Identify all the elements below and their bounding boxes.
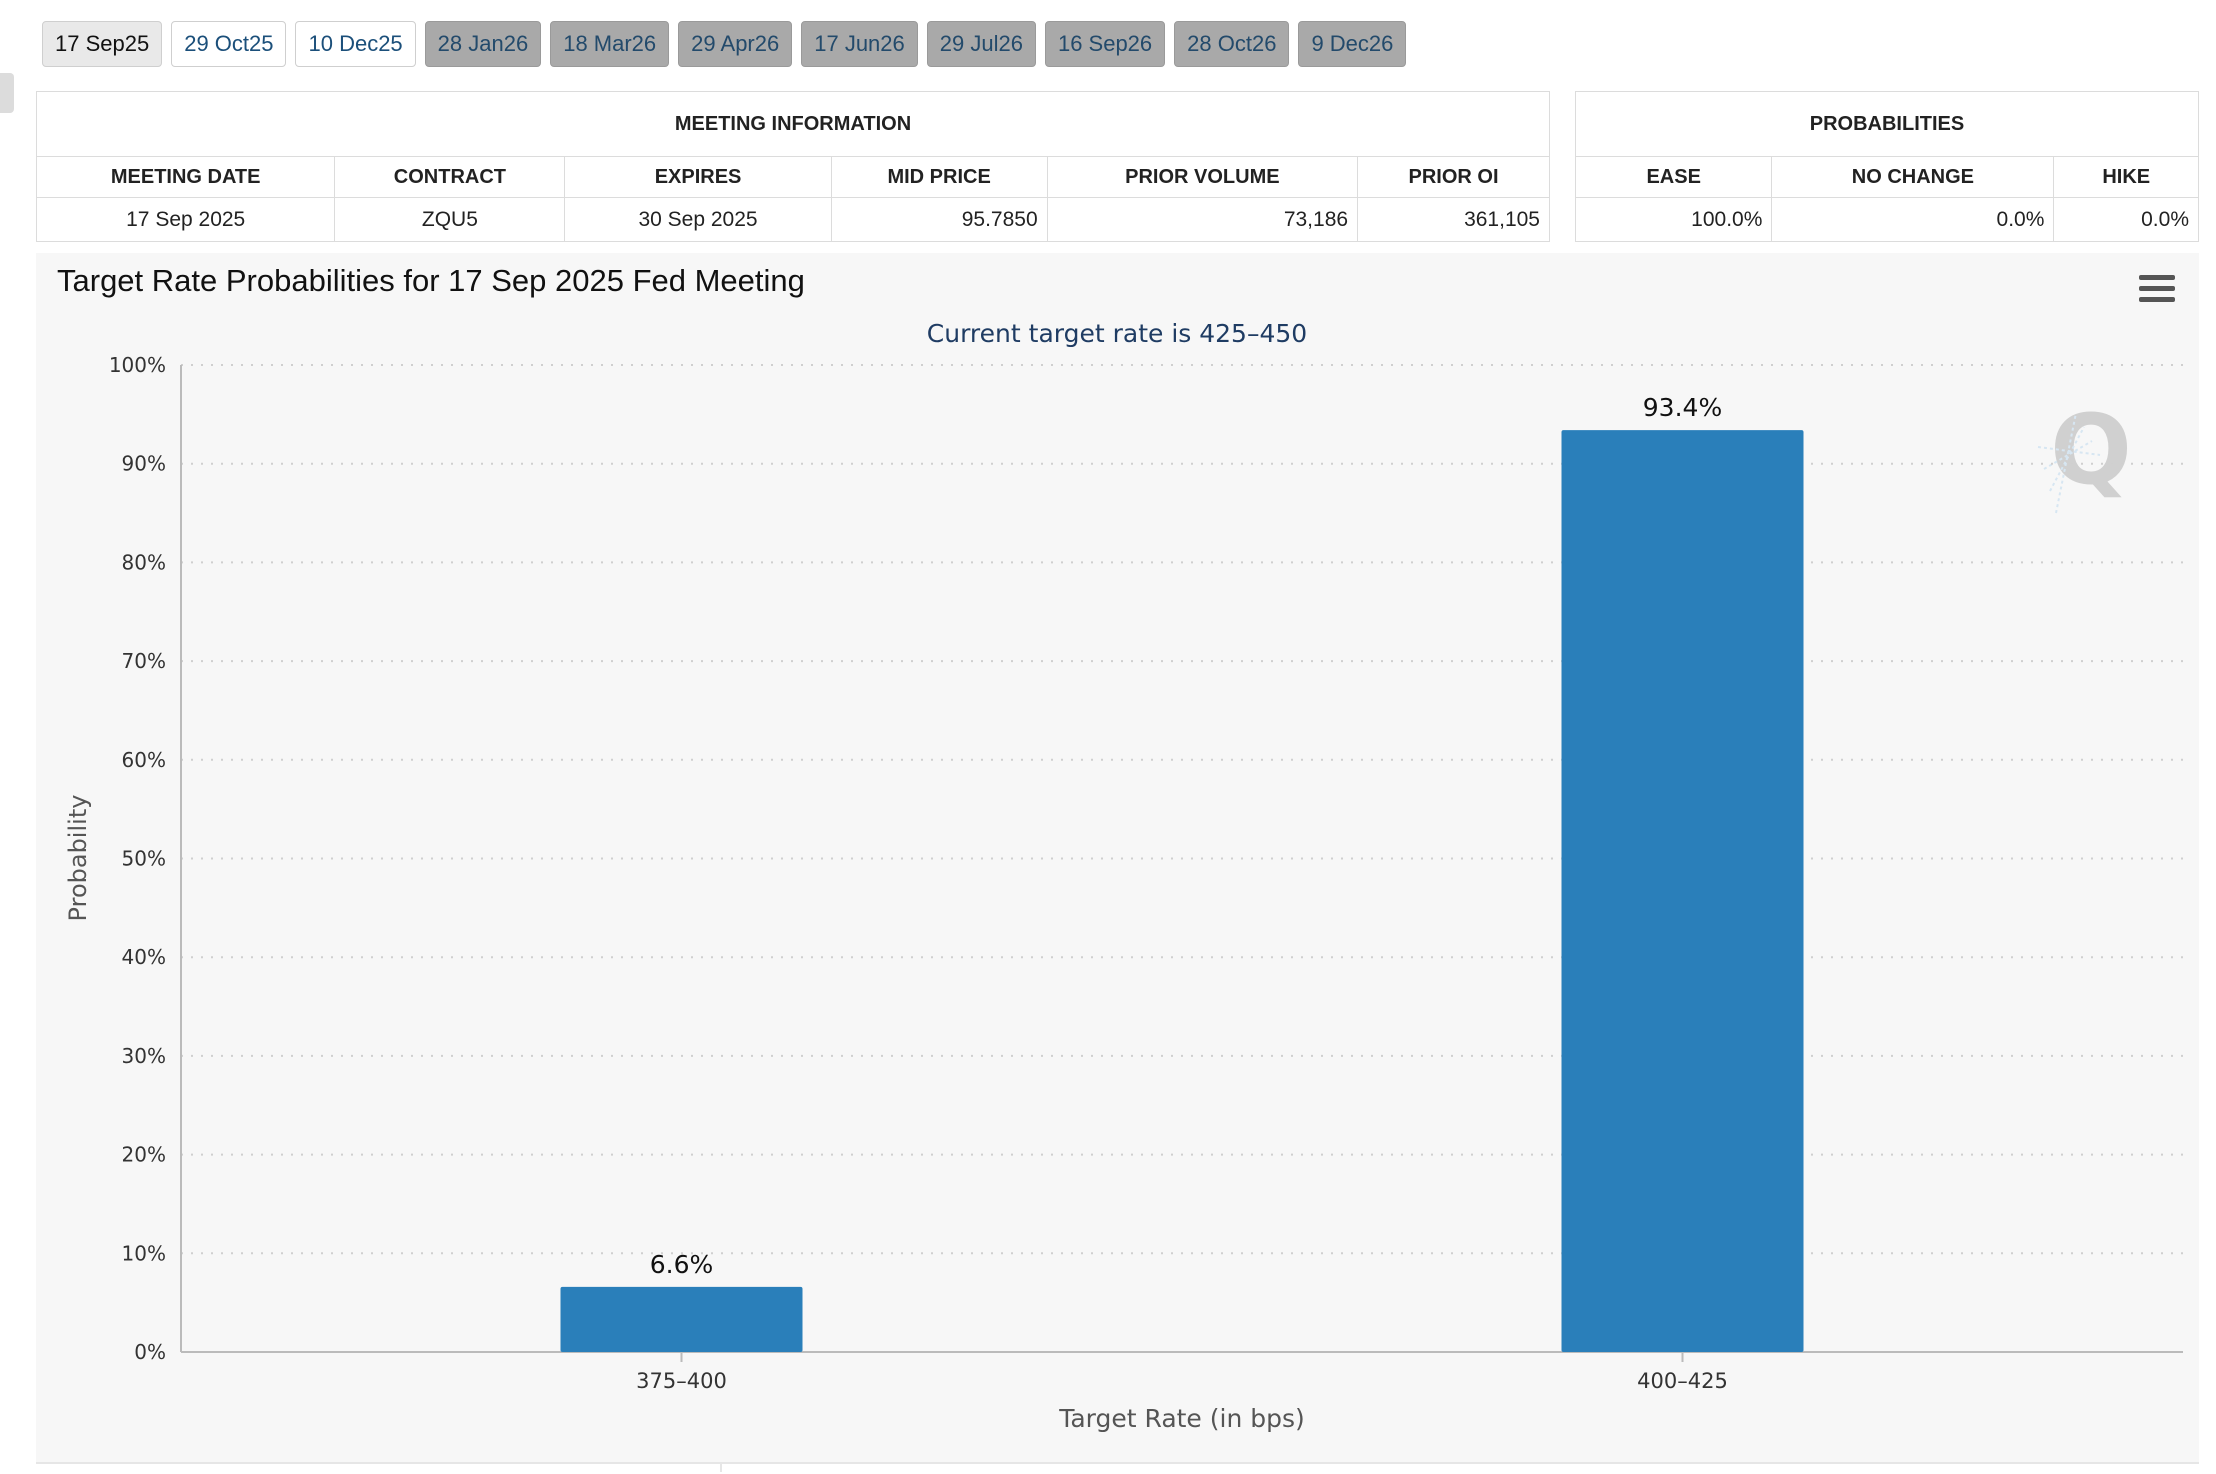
y-tick-label: 0% — [134, 1340, 166, 1364]
tab-10-dec25[interactable]: 10 Dec25 — [295, 21, 416, 67]
tab-28-jan26[interactable]: 28 Jan26 — [424, 21, 542, 67]
col-prior-volume: PRIOR VOLUME — [1046, 156, 1359, 198]
tab-17-jun26[interactable]: 17 Jun26 — [801, 21, 918, 67]
col-mid-price: MID PRICE — [830, 156, 1048, 198]
hamburger-menu-icon[interactable] — [2139, 275, 2175, 305]
tab-29-oct25[interactable]: 29 Oct25 — [171, 21, 287, 67]
chart-subtitle: Current target rate is 425–450 — [927, 319, 1307, 348]
col-ease: EASE — [1574, 156, 1773, 198]
no-change-value: 0.0% — [1771, 197, 2055, 242]
probabilities-heading: PROBABILITIES — [1575, 91, 2199, 157]
col-prior-oi: PRIOR OI — [1357, 156, 1550, 198]
y-tick-label: 40% — [122, 945, 166, 969]
y-tick-label: 100% — [109, 353, 166, 377]
col-no-change: NO CHANGE — [1771, 156, 2055, 198]
prior-volume-value: 73,186 — [1046, 197, 1359, 242]
tab-17-sep25[interactable]: 17 Sep25 — [42, 21, 163, 67]
y-axis-title: Probability — [64, 795, 92, 922]
y-tick-label: 90% — [122, 452, 166, 476]
tab-9-dec26[interactable]: 9 Dec26 — [1298, 21, 1407, 67]
lower-panel-divider — [720, 1462, 722, 1472]
q-watermark-icon: Q — [2037, 394, 2132, 514]
tab-16-sep26[interactable]: 16 Sep26 — [1044, 21, 1166, 67]
tab-18-mar26[interactable]: 18 Mar26 — [550, 21, 670, 67]
x-tick-label: 400–425 — [1637, 1369, 1728, 1393]
col-hike: HIKE — [2053, 156, 2199, 198]
data-label: 6.6% — [650, 1250, 714, 1279]
y-tick-label: 50% — [122, 847, 166, 871]
meeting-date-value: 17 Sep 2025 — [35, 197, 336, 242]
col-expires: EXPIRES — [564, 156, 832, 198]
col-meeting-date: MEETING DATE — [35, 156, 336, 198]
y-tick-label: 20% — [122, 1143, 166, 1167]
hike-value: 0.0% — [2053, 197, 2199, 242]
y-tick-label: 10% — [122, 1241, 166, 1265]
side-panel-handle[interactable] — [0, 73, 14, 113]
probability-bar-chart: Q Current target rate is 425–450 0% 10% 20% 3… — [64, 319, 2183, 1433]
contract-value: ZQU5 — [334, 197, 566, 242]
mid-price-value: 95.7850 — [830, 197, 1048, 242]
svg-text:Q: Q — [2050, 394, 2132, 506]
col-contract: CONTRACT — [334, 156, 566, 198]
y-tick-label: 30% — [122, 1044, 166, 1068]
meeting-information-table: MEETING INFORMATION MEETING DATE CONTRAC… — [35, 91, 1550, 242]
y-tick-label: 60% — [122, 748, 166, 772]
x-axis-title: Target Rate (in bps) — [1058, 1404, 1305, 1433]
tab-29-apr26[interactable]: 29 Apr26 — [678, 21, 793, 67]
lower-panel-edge — [36, 1462, 2199, 1474]
meeting-date-tabs: 17 Sep25 29 Oct25 10 Dec25 28 Jan26 18 Mar26… — [42, 21, 1407, 69]
y-tick-label: 80% — [122, 550, 166, 574]
meeting-information-heading: MEETING INFORMATION — [36, 91, 1550, 157]
chart-panel: Q Current target rate is 425–450 0% 10% 20% 3… — [36, 253, 2199, 1462]
data-label: 93.4% — [1643, 393, 1722, 422]
table-row: 100.0% 0.0% 0.0% — [1574, 197, 2199, 242]
bar-400–425 — [1561, 430, 1804, 1353]
prior-oi-value: 361,105 — [1357, 197, 1550, 242]
probabilities-table: PROBABILITIES EASE NO CHANGE HIKE 100.0%… — [1574, 91, 2199, 242]
chart-title: Target Rate Probabilities for 17 Sep 202… — [57, 263, 805, 298]
x-tick-label: 375–400 — [636, 1369, 727, 1393]
expires-value: 30 Sep 2025 — [564, 197, 832, 242]
tab-28-oct26[interactable]: 28 Oct26 — [1174, 21, 1290, 67]
y-tick-label: 70% — [122, 649, 166, 673]
table-row: 17 Sep 2025 ZQU5 30 Sep 2025 95.7850 73,… — [35, 197, 1550, 242]
bar-375–400 — [560, 1286, 803, 1352]
ease-value: 100.0% — [1574, 197, 1773, 242]
tab-29-jul26[interactable]: 29 Jul26 — [926, 21, 1036, 67]
